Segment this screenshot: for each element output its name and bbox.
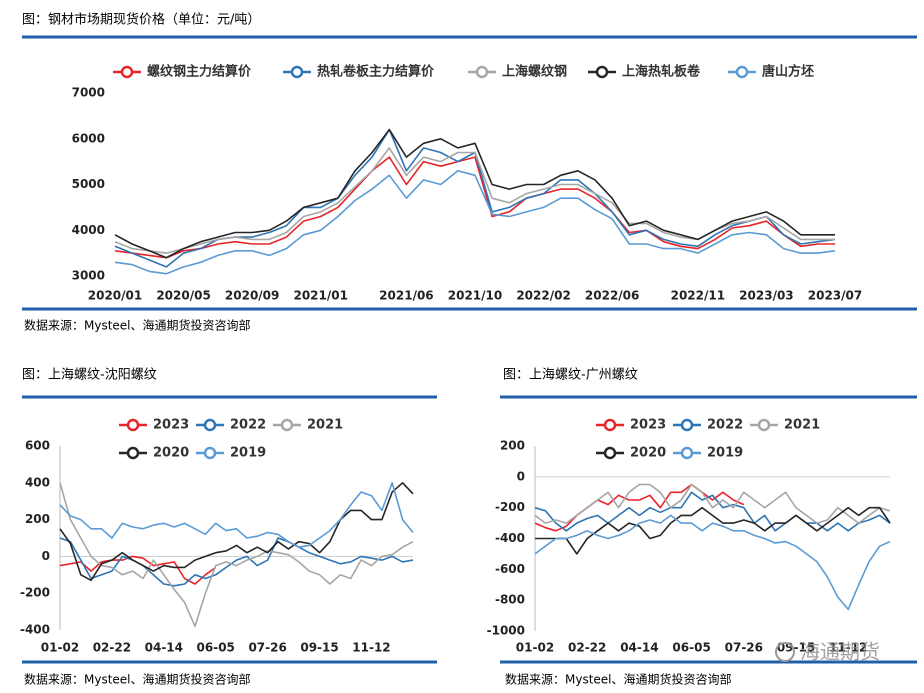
legend-label: 2019: [230, 446, 266, 461]
x-tick-label: 2021/06: [379, 289, 433, 303]
x-tick-label: 2023/07: [808, 289, 862, 303]
legend-label: 2022: [707, 418, 743, 433]
x-tick-label: 01-02: [41, 641, 79, 655]
x-tick-label: 07-26: [725, 641, 763, 655]
legend-label: 2021: [784, 418, 820, 433]
series-line: [59, 537, 414, 587]
x-tick-label: 2020/01: [88, 289, 142, 303]
x-tick-label: 2023/03: [739, 289, 793, 303]
source: 数据来源：Mysteel、海通期货投资咨询部: [24, 672, 251, 687]
x-tick-label: 2022/06: [585, 289, 639, 303]
x-tick-label: 2020/09: [225, 289, 279, 303]
legend-marker: [735, 65, 749, 79]
legend-label: 2020: [630, 446, 666, 461]
y-tick-label: -600: [495, 562, 525, 576]
legend-marker: [126, 446, 140, 460]
watermark: 海通期货: [800, 640, 880, 664]
y-tick-label: 7000: [72, 86, 105, 100]
legend-label: 2023: [630, 418, 666, 433]
y-tick-label: 600: [25, 439, 50, 453]
legend-label: 螺纹钢主力结算价: [147, 64, 252, 80]
x-tick-label: 04-14: [145, 641, 183, 655]
legend-marker: [290, 65, 304, 79]
legend-marker: [680, 446, 694, 460]
legend-marker: [603, 418, 617, 432]
legend-label: 唐山方坯: [762, 64, 814, 80]
x-tick-label: 2021/10: [448, 289, 502, 303]
legend-label: 热轧卷板主力结算价: [317, 64, 435, 80]
legend-marker: [126, 418, 140, 432]
x-tick-label: 07-26: [248, 641, 286, 655]
source: 数据来源：Mysteel、海通期货投资咨询部: [505, 672, 732, 687]
y-tick-label: 400: [25, 475, 50, 489]
y-tick-label: 3000: [72, 269, 105, 283]
x-tick-label: 06-05: [197, 641, 235, 655]
chart-title: 图：上海螺纹-沈阳螺纹: [22, 368, 157, 383]
x-tick-label: 11-12: [352, 641, 390, 655]
y-tick-label: 5000: [72, 177, 105, 191]
y-tick-label: 6000: [72, 131, 105, 145]
x-tick-label: 11-12: [829, 641, 867, 655]
legend-label: 上海热轧板卷: [622, 64, 701, 80]
x-tick-label: 01-02: [516, 641, 554, 655]
y-tick-label: 200: [500, 439, 525, 453]
x-tick-label: 2022/11: [671, 289, 725, 303]
legend-label: 2022: [230, 418, 266, 433]
y-tick-label: 0: [517, 469, 525, 483]
chart-title: 图：钢材市场期现货价格（单位：元/吨）: [22, 12, 260, 28]
series-line: [59, 555, 217, 585]
series-line: [114, 128, 835, 259]
y-tick-label: -200: [20, 586, 50, 600]
legend-marker: [595, 65, 609, 79]
legend-label: 上海螺纹钢: [502, 64, 567, 80]
legend-label: 2021: [307, 418, 343, 433]
series-line: [59, 482, 414, 582]
y-tick-label: -400: [495, 531, 525, 545]
x-tick-label: 2020/05: [156, 289, 210, 303]
series-line: [534, 491, 891, 532]
legend-marker: [203, 418, 217, 432]
legend-marker: [280, 418, 294, 432]
legend-label: 2020: [153, 446, 189, 461]
y-tick-label: -800: [495, 593, 525, 607]
y-tick-label: -200: [495, 500, 525, 514]
x-tick-label: 02-22: [93, 641, 131, 655]
x-tick-label: 06-05: [672, 641, 710, 655]
x-tick-label: 09-15: [300, 641, 338, 655]
charts: 图：钢材市场期现货价格（单位：元/吨） 数据来源：Mysteel、海通期货投资咨询…: [20, 12, 917, 687]
series-line: [534, 483, 891, 524]
y-tick-label: 200: [25, 512, 50, 526]
y-tick-label: -400: [20, 623, 50, 637]
legend-marker: [120, 65, 134, 79]
legend-label: 2023: [153, 418, 189, 433]
watermark-icon: [775, 642, 795, 662]
series-line: [59, 482, 414, 548]
legend-marker: [475, 65, 489, 79]
series-line: [534, 514, 891, 611]
x-tick-label: 2022/02: [516, 289, 570, 303]
legend-marker: [680, 418, 694, 432]
series-line: [59, 482, 414, 628]
legend-label: 2019: [707, 446, 743, 461]
x-tick-label: 02-22: [568, 641, 606, 655]
legend-marker: [757, 418, 771, 432]
y-tick-label: 0: [42, 549, 50, 563]
y-tick-label: 4000: [72, 223, 105, 237]
x-tick-label: 2021/01: [293, 289, 347, 303]
chart-title: 图：上海螺纹-广州螺纹: [503, 368, 638, 383]
series-line: [114, 170, 836, 275]
series-line: [114, 156, 835, 259]
series-line: [114, 128, 836, 268]
legend-marker: [603, 446, 617, 460]
source: 数据来源：Mysteel、海通期货投资咨询部: [24, 318, 251, 333]
legend-marker: [203, 446, 217, 460]
x-tick-label: 04-14: [620, 641, 658, 655]
y-tick-label: -1000: [487, 624, 525, 638]
